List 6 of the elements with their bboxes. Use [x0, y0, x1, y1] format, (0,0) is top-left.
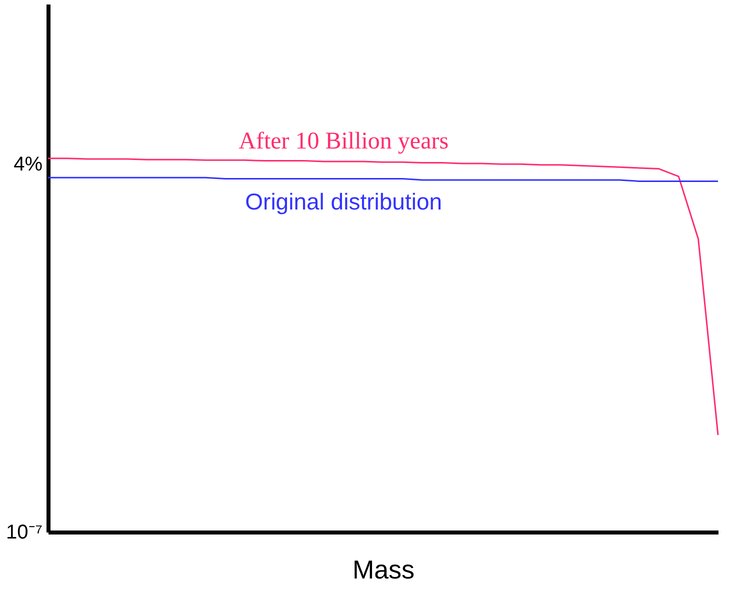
series-label: After 10 Billion years [238, 128, 449, 154]
line-series [47, 158, 719, 436]
x-axis-title: Mass [352, 554, 415, 584]
series-label: Original distribution [245, 188, 442, 215]
y-tick-label: 10⁻⁷ [6, 522, 42, 544]
y-tick-label: 4% [14, 154, 43, 176]
